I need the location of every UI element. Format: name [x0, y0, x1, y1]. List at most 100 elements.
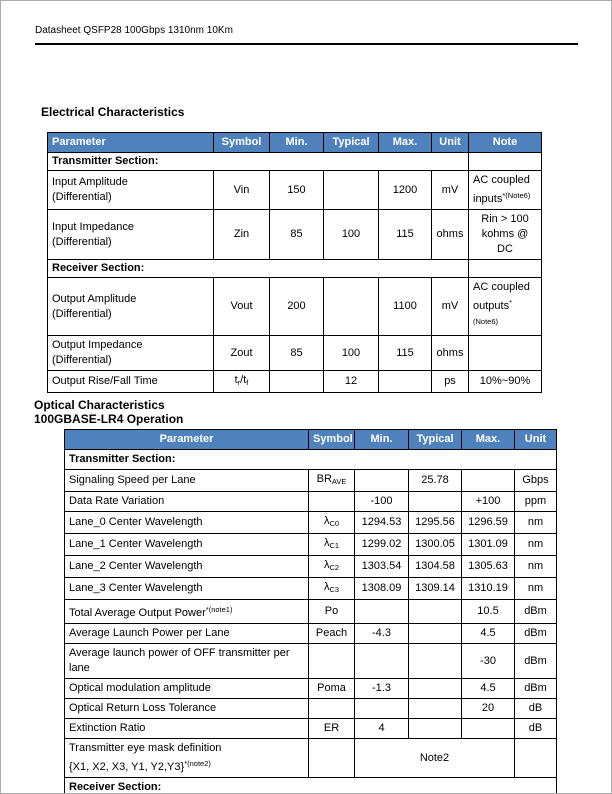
- column-header-min: Min.: [354, 429, 409, 450]
- section-header-row: Receiver Section:: [64, 777, 557, 793]
- column-header-max: Max.: [461, 429, 515, 450]
- data-cell: 1304.58: [408, 555, 462, 578]
- data-cell: Poma: [308, 678, 355, 699]
- data-cell: Extinction Ratio: [64, 718, 309, 739]
- data-cell: [308, 698, 355, 719]
- data-cell: 150: [269, 170, 324, 210]
- data-cell: 100: [323, 335, 379, 371]
- data-cell: 1308.09: [354, 577, 409, 600]
- data-cell: Zin: [213, 209, 270, 260]
- data-cell: nm: [514, 577, 557, 600]
- data-cell: 115: [378, 335, 432, 371]
- data-cell: 1100: [378, 277, 432, 336]
- data-cell: -4.3: [354, 623, 409, 644]
- data-cell: λC3: [308, 577, 355, 600]
- data-cell: [308, 738, 355, 778]
- data-cell: Optical Return Loss Tolerance: [64, 698, 309, 719]
- data-cell: 4: [354, 718, 409, 739]
- table-row: Lane_0 Center Wavelength λC0 1294.53 1295.5…: [64, 511, 557, 534]
- data-cell: [308, 491, 355, 512]
- data-cell: λC0: [308, 511, 355, 534]
- column-header-max: Max.: [378, 132, 432, 153]
- data-cell: Output Amplitude (Differential): [47, 277, 214, 336]
- header-rule: [35, 43, 578, 45]
- data-cell: 1310.19: [461, 577, 515, 600]
- section-label-cell: Transmitter Section:: [64, 449, 557, 470]
- data-cell: 1309.14: [408, 577, 462, 600]
- data-cell: 1301.09: [461, 533, 515, 556]
- column-header-unit: Unit: [431, 132, 469, 153]
- data-cell: Po: [308, 599, 355, 624]
- data-cell: 1300.05: [408, 533, 462, 556]
- data-cell: Zout: [213, 335, 270, 371]
- data-cell: ppm: [514, 491, 557, 512]
- data-cell: Rin > 100 kohms @ DC: [468, 209, 542, 260]
- table-row: Average Launch Power per Lane Peach -4.3 4.…: [64, 623, 557, 644]
- column-header-unit: Unit: [514, 429, 557, 450]
- electrical-table-header-row: Parameter Symbol Min. Typical Max. Unit Note: [47, 132, 542, 153]
- table-row: Lane_1 Center Wavelength λC1 1299.02 1300.0…: [64, 533, 557, 556]
- data-cell: ER: [308, 718, 355, 739]
- section-header-row: Transmitter Section:: [64, 449, 557, 470]
- data-cell: Output Impedance (Differential): [47, 335, 214, 371]
- section-label-cell: Transmitter Section:: [47, 152, 469, 171]
- data-cell: Lane_0 Center Wavelength: [64, 511, 309, 534]
- optical-characteristics-table: Parameter Symbol Min. Typical Max. Unit Trans…: [64, 429, 557, 793]
- data-cell: λC1: [308, 533, 355, 556]
- data-cell: [408, 599, 462, 624]
- column-header-note: Note: [468, 132, 542, 153]
- data-cell: 1296.59: [461, 511, 515, 534]
- data-cell: 1305.63: [461, 555, 515, 578]
- data-cell: 4.5: [461, 623, 515, 644]
- data-cell: -1.3: [354, 678, 409, 699]
- optical-table-header-row: Parameter Symbol Min. Typical Max. Unit: [64, 429, 557, 450]
- data-cell: [408, 678, 462, 699]
- data-cell: dBm: [514, 623, 557, 644]
- data-cell: 1200: [378, 170, 432, 210]
- data-cell: Lane_2 Center Wavelength: [64, 555, 309, 578]
- data-cell: 85: [269, 209, 324, 260]
- data-cell: mV: [431, 170, 469, 210]
- data-cell: 10%~90%: [468, 370, 542, 393]
- data-cell: dB: [514, 718, 557, 739]
- data-cell: 20: [461, 698, 515, 719]
- data-cell: [269, 370, 324, 393]
- data-cell: [354, 643, 409, 679]
- data-cell: [323, 277, 379, 336]
- data-cell: nm: [514, 511, 557, 534]
- data-cell: [461, 718, 515, 739]
- data-cell: Input Amplitude (Differential): [47, 170, 214, 210]
- data-cell: +100: [461, 491, 515, 512]
- table-row: Output Amplitude (Differential) Vout 200 110…: [47, 277, 542, 336]
- data-cell: -100: [354, 491, 409, 512]
- data-cell: [354, 469, 409, 492]
- column-header-parameter: Parameter: [47, 132, 214, 153]
- data-cell: tr/tf: [213, 370, 270, 393]
- data-cell: Average Launch Power per Lane: [64, 623, 309, 644]
- data-cell: [323, 170, 379, 210]
- column-header-symbol: Symbol: [213, 132, 270, 153]
- data-cell: [408, 623, 462, 644]
- data-cell: Total Average Output Power*(note1): [64, 599, 309, 624]
- data-cell: [308, 643, 355, 679]
- column-header-typical: Typical: [323, 132, 379, 153]
- data-cell: λC2: [308, 555, 355, 578]
- data-cell: AC coupled outputs*(Note6): [468, 277, 542, 336]
- data-cell: [354, 599, 409, 624]
- data-cell: 1299.02: [354, 533, 409, 556]
- table-row: Input Amplitude (Differential) Vin 150 1200 m…: [47, 170, 542, 210]
- data-cell: [461, 469, 515, 492]
- data-cell: [514, 738, 557, 778]
- table-row: Data Rate Variation -100 +100 ppm: [64, 491, 557, 512]
- data-cell: Gbps: [514, 469, 557, 492]
- data-cell: 200: [269, 277, 324, 336]
- data-cell: [468, 259, 542, 278]
- electrical-characteristics-table: Parameter Symbol Min. Typical Max. Unit Note T…: [47, 132, 542, 393]
- data-cell: [408, 698, 462, 719]
- data-cell: dBm: [514, 599, 557, 624]
- column-header-parameter: Parameter: [64, 429, 309, 450]
- data-cell: Peach: [308, 623, 355, 644]
- data-cell: Output Rise/Fall Time: [47, 370, 214, 393]
- table-row: Input Impedance (Differential) Zin 85 100 115…: [47, 209, 542, 260]
